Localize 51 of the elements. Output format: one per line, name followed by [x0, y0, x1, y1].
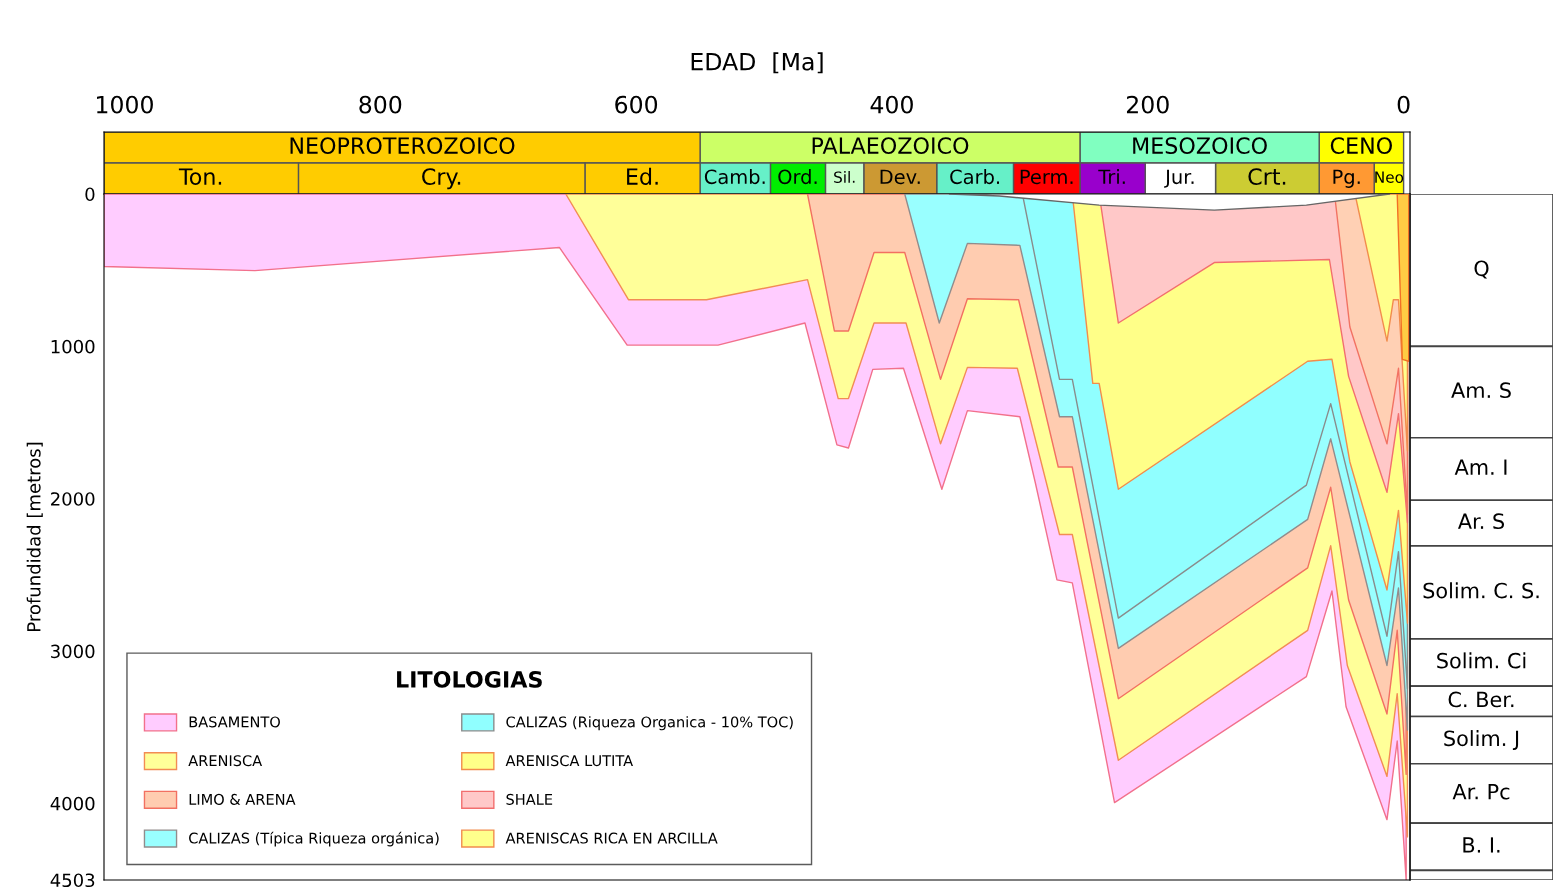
data-label: Am. I	[1454, 459, 1507, 475]
data-label: B. I.	[1463, 837, 1500, 853]
data-label: PALAEOZOICO	[812, 137, 969, 154]
data-label: Carb.	[950, 169, 999, 185]
data-label: Sil.	[834, 171, 855, 183]
y-tick-label: 1000	[51, 339, 95, 354]
legend-label: ARENISCAS RICA EN ARCILLA	[505, 832, 718, 844]
data-label: NEOPROTEROZOICO	[290, 137, 515, 154]
legend-label: LIMO & ARENA	[189, 793, 296, 805]
x-tick-label: 600	[615, 95, 658, 114]
data-label: Solim. Ci	[1437, 652, 1526, 669]
data-label: Jur.	[1164, 169, 1194, 188]
data-label: Camb.	[704, 169, 765, 185]
y-tick-label: 2000	[51, 492, 95, 506]
x-axis-title: EDAD [Ma]	[691, 52, 823, 74]
legend-title: LITOLOGIAS	[397, 670, 542, 688]
data-label: Am. S	[1451, 382, 1511, 399]
y-axis-title: Profundidad [metros]	[26, 442, 43, 631]
x-tick-label: 400	[870, 95, 913, 114]
data-label: Tri.	[1098, 169, 1125, 184]
data-label: Ed.	[627, 167, 658, 185]
x-tick-label: 200	[1126, 95, 1169, 114]
data-label: C. Ber.	[1448, 691, 1514, 708]
y-tick-label: 3000	[51, 644, 95, 659]
data-label: Perm.	[1020, 169, 1073, 185]
legend-label: SHALE	[506, 793, 553, 805]
data-label: CENO	[1330, 137, 1392, 154]
data-label: Q	[1474, 260, 1489, 279]
data-label: Solim. J	[1444, 730, 1519, 751]
data-label: Crt.	[1248, 168, 1286, 185]
x-tick-label: 0	[1397, 95, 1410, 114]
legend-label: CALIZAS (Riqueza Organica - 10% TOC)	[506, 716, 793, 731]
data-label: Dev.	[880, 169, 920, 185]
data-label: Neo	[1375, 171, 1404, 183]
data-label: Ar. S	[1457, 513, 1505, 530]
legend-label: BASAMENTO	[189, 716, 280, 728]
legend-label: CALIZAS (Típica Riqueza orgánica)	[189, 831, 439, 847]
y-tick-label: 0	[85, 187, 95, 202]
legend-label: ARENISCA LUTITA	[505, 755, 634, 767]
data-label: Ar. Pc	[1452, 784, 1510, 800]
data-label: Cry.	[422, 168, 461, 190]
y-tick-label: 4503	[50, 873, 95, 888]
legend-label: ARENISCA	[188, 755, 263, 767]
data-label: Ton.	[178, 168, 222, 185]
x-tick-label: 1000	[97, 95, 153, 114]
y-tick-label: 4000	[50, 796, 95, 811]
data-label: MESOZOICO	[1133, 137, 1267, 154]
data-label: Ord.	[778, 169, 817, 185]
data-label: Pg.	[1333, 169, 1360, 188]
x-tick-label: 800	[359, 95, 402, 114]
data-label: Solim. C. S.	[1423, 582, 1539, 599]
